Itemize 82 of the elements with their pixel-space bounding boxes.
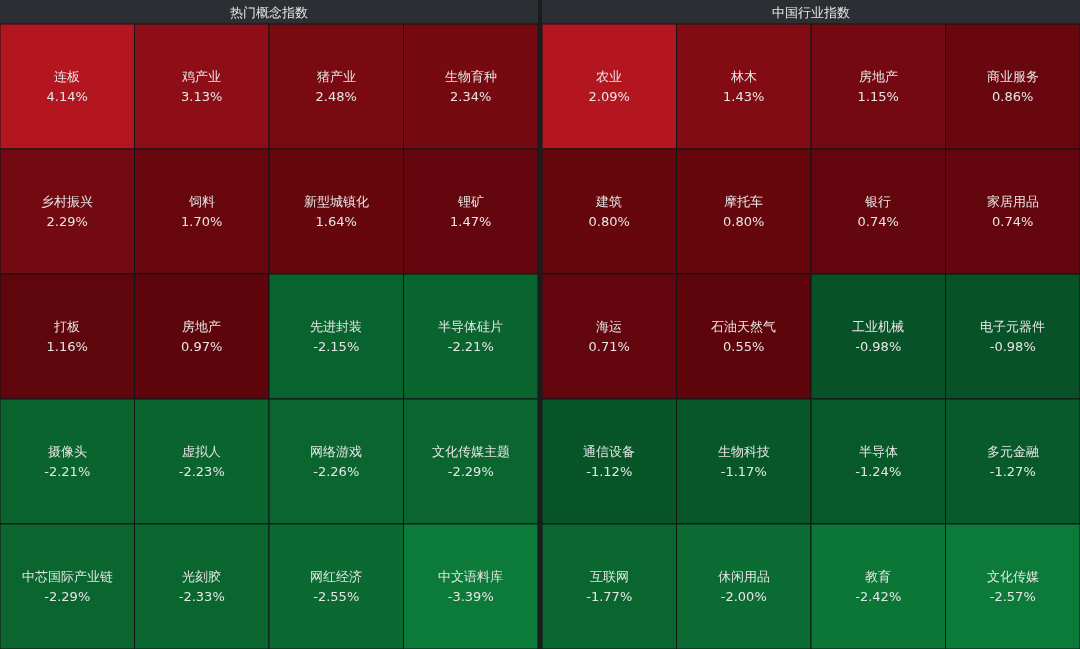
data-label: 4.14% <box>46 89 88 104</box>
data-label: 0.55% <box>723 339 765 354</box>
data-label: -2.26% <box>313 464 360 479</box>
category-label: 工业机械 <box>852 319 905 334</box>
category-label: 休闲用品 <box>717 569 770 584</box>
data-label: 0.86% <box>992 89 1034 104</box>
category-label: 生物科技 <box>717 444 770 459</box>
data-label: -0.98% <box>989 339 1036 354</box>
category-label: 半导体硅片 <box>438 319 504 334</box>
data-label: -2.29% <box>447 464 494 479</box>
category-label: 海运 <box>596 319 623 334</box>
category-label: 乡村振兴 <box>41 194 94 209</box>
data-label: 1.70% <box>181 214 223 229</box>
data-label: 0.80% <box>723 214 765 229</box>
data-label: 2.29% <box>46 214 88 229</box>
category-label: 先进封装 <box>310 319 363 334</box>
category-label: 猪产业 <box>316 69 356 84</box>
category-label: 饲料 <box>187 194 215 209</box>
data-label: -2.57% <box>989 589 1036 604</box>
data-label: -3.39% <box>447 589 494 604</box>
category-label: 鸡产业 <box>181 69 222 84</box>
data-label: 1.64% <box>315 214 357 229</box>
data-label: 1.15% <box>857 89 899 104</box>
category-label: 摩托车 <box>724 194 764 209</box>
data-label: -2.15% <box>313 339 360 354</box>
data-label: 0.74% <box>857 214 899 229</box>
data-label: 1.47% <box>450 214 492 229</box>
data-label: 0.80% <box>588 214 630 229</box>
category-label: 房地产 <box>182 319 222 334</box>
category-label: 网红经济 <box>310 569 363 584</box>
data-label: 2.34% <box>450 89 492 104</box>
data-label: 0.71% <box>588 339 630 354</box>
data-label: 0.74% <box>992 214 1034 229</box>
data-label: -2.42% <box>855 589 902 604</box>
category-label: 农业 <box>596 69 623 84</box>
category-label: 教育 <box>865 569 892 584</box>
category-label: 连板 <box>54 69 81 84</box>
data-label: 0.97% <box>181 339 223 354</box>
category-label: 中芯国际产业链 <box>21 569 113 584</box>
category-label: 新型城镇化 <box>303 194 369 209</box>
data-label: -1.24% <box>855 464 902 479</box>
data-label: -1.27% <box>989 464 1036 479</box>
category-label: 虚拟人 <box>182 444 222 459</box>
data-label: -2.21% <box>44 464 91 479</box>
category-label: 摄像头 <box>47 444 87 459</box>
data-label: -2.23% <box>178 464 225 479</box>
data-label: 2.09% <box>588 89 630 104</box>
category-label: 银行 <box>864 194 892 209</box>
data-label: -1.12% <box>586 464 633 479</box>
data-label: -2.21% <box>447 339 494 354</box>
text: 热门概念指数 <box>230 4 308 20</box>
category-label: 生物育种 <box>444 69 497 84</box>
data-label: -2.33% <box>178 589 225 604</box>
category-label: 房地产 <box>858 69 898 84</box>
category-label: 文化传媒主题 <box>431 444 510 459</box>
category-label: 家居用品 <box>986 194 1039 209</box>
category-label: 通信设备 <box>583 444 636 459</box>
data-label: -2.29% <box>44 589 91 604</box>
category-label: 建筑 <box>595 194 623 209</box>
category-label: 互联网 <box>589 569 629 584</box>
data-label: -2.00% <box>720 589 767 604</box>
data-label: 3.13% <box>181 89 223 104</box>
category-label: 商业服务 <box>986 69 1039 84</box>
category-label: 中文语料库 <box>438 569 504 584</box>
category-label: 半导体 <box>858 444 898 459</box>
data-label: -1.17% <box>720 464 767 479</box>
category-label: 网络游戏 <box>310 444 363 459</box>
category-label: 石油天然气 <box>711 319 777 334</box>
category-label: 电子元器件 <box>980 319 1046 334</box>
text: 中国行业指数 <box>772 4 850 20</box>
category-label: 文化传媒 <box>986 569 1039 584</box>
category-label: 锂矿 <box>456 194 484 209</box>
category-label: 打板 <box>53 319 81 334</box>
category-label: 林木 <box>729 69 757 84</box>
data-label: 1.16% <box>46 339 88 354</box>
data-label: 1.43% <box>723 89 765 104</box>
data-label: -0.98% <box>855 339 902 354</box>
category-label: 光刻胶 <box>182 569 222 584</box>
data-label: 2.48% <box>315 89 357 104</box>
category-label: 多元金融 <box>986 444 1039 459</box>
data-label: -1.77% <box>586 589 633 604</box>
data-label: -2.55% <box>313 589 360 604</box>
